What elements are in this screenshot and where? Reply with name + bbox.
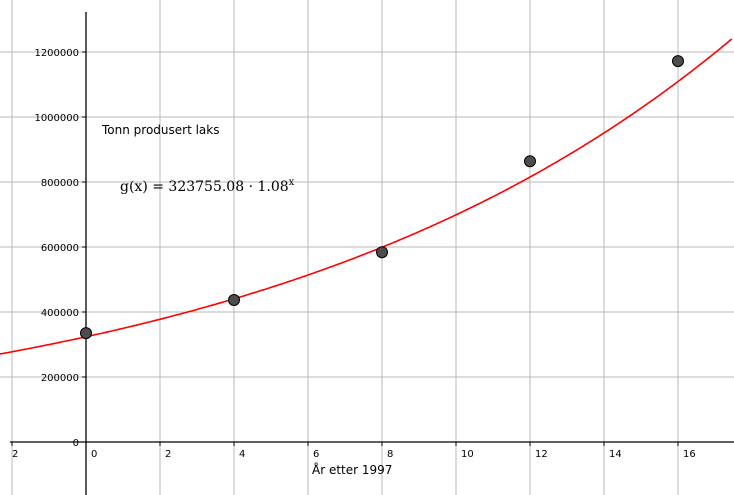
data-point [524, 155, 536, 168]
x-tick-label: 14 [609, 449, 622, 460]
y-tick-label: 200000 [41, 373, 79, 384]
data-point [228, 293, 240, 306]
formula-exponent: x [289, 177, 295, 188]
x-tick-label: 8 [387, 449, 393, 460]
data-points [80, 55, 684, 340]
axes [10, 12, 734, 495]
tick-labels: 2 0 2 4 6 8 10 12 14 16 0 200000 400000 600000 800000 1… [12, 48, 696, 460]
y-tick-label: 600000 [41, 243, 79, 254]
y-tick-label: 0 [73, 438, 79, 449]
x-tick-label: 2 [12, 449, 18, 460]
x-tick-label: 12 [535, 449, 548, 460]
x-tick-label: 0 [91, 449, 97, 460]
x-tick-label: 16 [683, 449, 696, 460]
x-tick-label: 10 [461, 449, 474, 460]
formula-text: g(x) = 323755.08 · 1.08x [120, 177, 295, 195]
y-tick-label: 400000 [41, 308, 79, 319]
formula-label: g(x) = 323755.08 · 1.08 [120, 179, 289, 195]
y-tick-label: 800000 [41, 178, 79, 189]
x-tick-label: 2 [165, 449, 171, 460]
y-tick-label: 1000000 [34, 113, 79, 124]
data-point [80, 327, 92, 340]
exponential-curve [0, 38, 733, 355]
y-tick-label: 1200000 [34, 48, 79, 59]
x-tick-label: 4 [239, 449, 245, 460]
text-label: Tonn produsert laks [101, 123, 220, 137]
x-tick-label: 6 [313, 449, 319, 460]
data-point [376, 246, 388, 259]
data-point [672, 55, 684, 68]
x-axis-label: År etter 1997 [312, 462, 392, 477]
